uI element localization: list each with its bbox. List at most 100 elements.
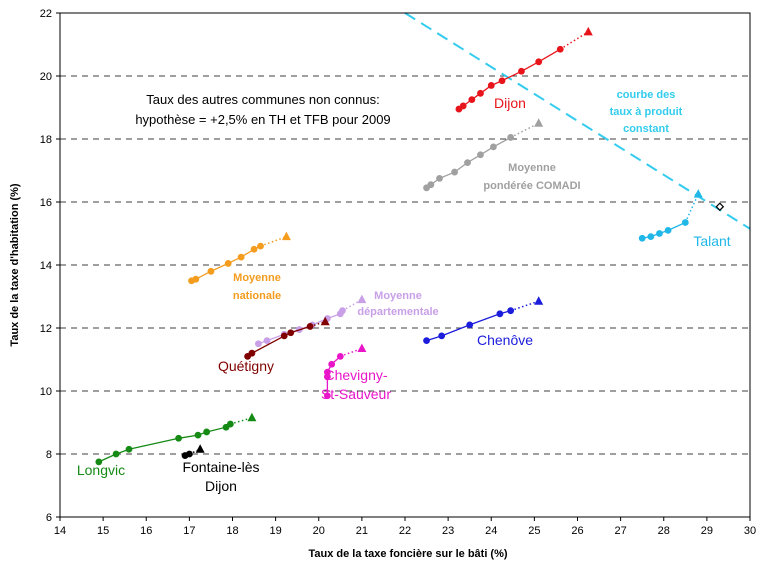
data-point — [194, 431, 202, 439]
series — [455, 26, 593, 113]
data-point — [681, 219, 689, 226]
projection-marker — [357, 343, 367, 352]
data-point — [518, 67, 525, 75]
data-point — [306, 323, 314, 330]
data-point — [250, 245, 258, 253]
series — [323, 343, 367, 400]
reference-line-label: constant — [623, 123, 669, 135]
series — [188, 231, 291, 285]
series-label: Fontaine-lès — [182, 459, 259, 475]
x-tick-label: 28 — [658, 525, 670, 537]
data-point — [263, 337, 271, 344]
series-label: nationale — [233, 290, 281, 302]
data-point — [207, 267, 215, 275]
data-point — [224, 260, 232, 267]
gridlines — [60, 75, 750, 455]
diamond-marker — [715, 202, 725, 212]
projection-line — [260, 235, 287, 247]
series-label: Talant — [693, 233, 730, 249]
series-label: Moyenne — [508, 162, 556, 174]
data-point — [664, 226, 672, 234]
data-point — [656, 230, 663, 237]
x-tick-label: 14 — [54, 525, 66, 537]
data-point — [226, 420, 234, 428]
annotation-line: hypothèse = +2,5% en TH et TFB pour 2009 — [135, 112, 390, 127]
data-point — [280, 332, 288, 340]
series-label: départementale — [357, 306, 438, 318]
projection-marker — [357, 294, 367, 304]
series-label: Dijon — [205, 478, 237, 494]
reference-line-group — [404, 12, 751, 230]
data-point — [490, 143, 497, 151]
series-label: St-Sauveur — [321, 386, 391, 402]
series-label: Moyenne — [374, 290, 422, 302]
data-point — [125, 445, 133, 453]
y-tick-label: 22 — [40, 8, 52, 20]
x-tick-label: 25 — [528, 525, 540, 537]
labels-group: Dijon Moyenne pondérée COMADI Talant Moyenne… — [77, 89, 731, 494]
series-group — [95, 26, 725, 466]
projection-line — [510, 122, 540, 139]
data-point — [248, 349, 256, 357]
projection-marker — [534, 296, 544, 305]
series — [423, 118, 544, 192]
data-point — [438, 332, 446, 340]
axes: 14 15 16 17 18 19 20 21 22 23 24 25 26 27 28 29 30 6 8 10 12… — [40, 8, 756, 537]
x-tick-label: 26 — [571, 525, 583, 537]
projection-marker — [534, 118, 544, 127]
series — [95, 412, 257, 466]
y-tick-label: 16 — [40, 197, 52, 209]
data-point — [451, 168, 458, 176]
x-tick-label: 27 — [615, 525, 627, 537]
data-point — [175, 434, 182, 442]
data-point — [323, 373, 331, 381]
reference-line-label: courbe des — [617, 89, 676, 101]
data-point — [323, 392, 331, 400]
annotation-line: Taux des autres communes non connus: — [146, 92, 379, 107]
data-point — [535, 58, 543, 66]
data-point — [436, 174, 443, 182]
data-point — [203, 428, 211, 436]
x-tick-label: 24 — [485, 525, 497, 537]
series — [638, 189, 703, 242]
projection-line — [684, 193, 699, 223]
x-tick-label: 23 — [442, 525, 454, 537]
data-point — [507, 134, 515, 141]
y-tick-label: 14 — [40, 260, 52, 272]
y-tick-label: 12 — [40, 323, 52, 335]
y-tick-label: 18 — [40, 134, 52, 146]
data-point — [427, 181, 435, 189]
data-point — [257, 242, 264, 250]
x-tick-label: 19 — [270, 525, 282, 537]
data-point — [496, 310, 504, 318]
projection-marker — [693, 189, 703, 198]
data-point — [237, 253, 245, 261]
data-point — [466, 321, 474, 329]
x-tick-label: 30 — [744, 525, 756, 537]
data-point — [192, 275, 200, 283]
data-point — [647, 233, 655, 241]
data-point — [336, 352, 344, 360]
series-label: Chenôve — [477, 332, 533, 348]
projection-line — [510, 300, 539, 312]
projection-marker — [195, 444, 205, 453]
annotation-note: Taux des autres communes non connus: hyp… — [135, 92, 390, 127]
data-point — [498, 77, 506, 85]
data-point — [638, 234, 646, 242]
x-axis-title: Taux de la taxe foncière sur le bâti (%) — [308, 548, 507, 560]
series — [423, 296, 544, 344]
data-point — [487, 82, 495, 89]
projection-marker — [281, 231, 291, 241]
projection-marker — [583, 26, 593, 36]
series — [181, 444, 205, 459]
projection-marker — [247, 412, 257, 422]
data-point — [477, 89, 484, 97]
data-point — [287, 329, 295, 337]
data-point — [464, 159, 471, 167]
data-point — [95, 458, 103, 466]
reference-line — [404, 12, 751, 230]
data-point — [112, 450, 120, 458]
series-label: Dijon — [494, 95, 526, 111]
y-tick-label: 10 — [40, 386, 52, 398]
